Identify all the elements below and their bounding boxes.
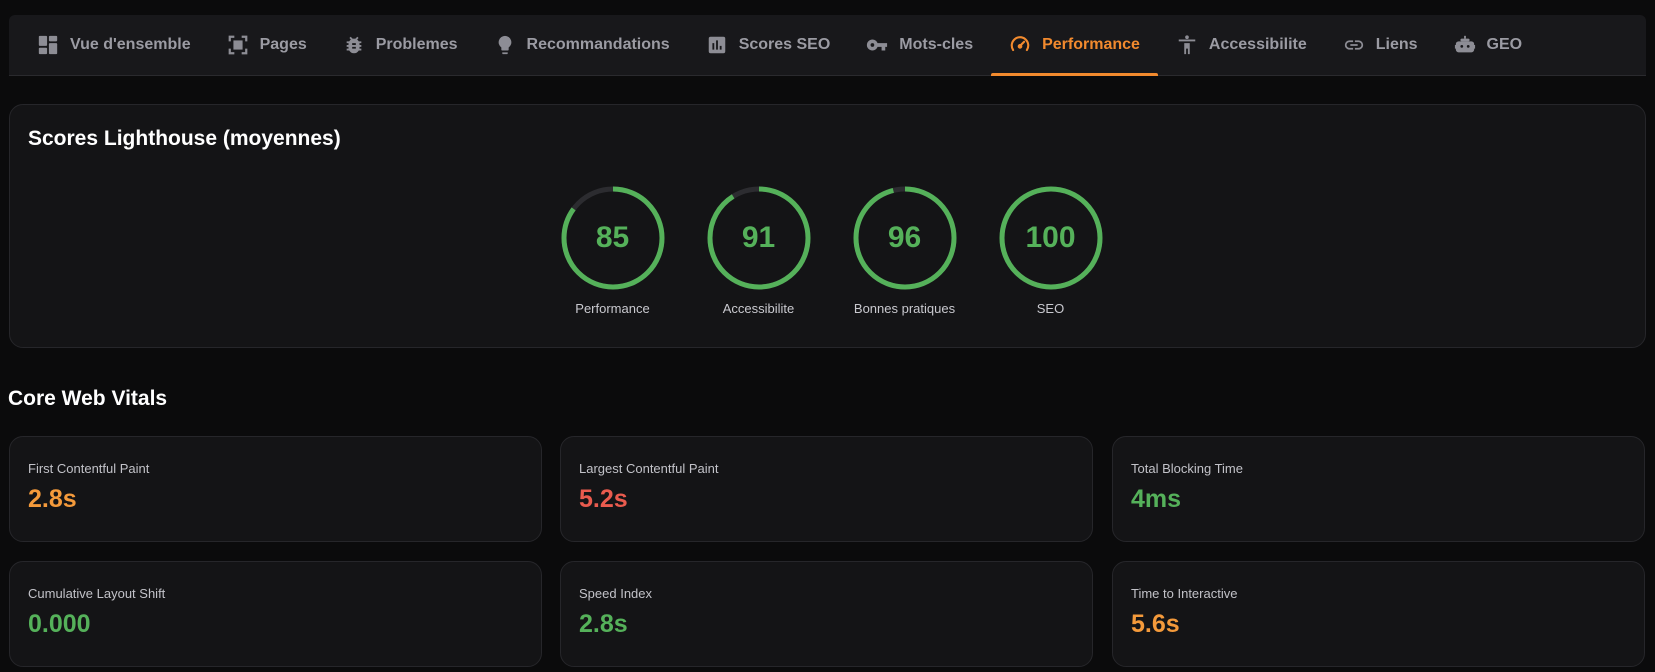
gauge-seo: 100 SEO [998, 185, 1104, 316]
metric-label: First Contentful Paint [28, 461, 150, 476]
tab-label: Recommandations [526, 36, 670, 53]
gauge-accessibilite: 91 Accessibilite [706, 185, 812, 316]
gauge-performance: 85 Performance [560, 185, 666, 316]
accessibility-icon [1176, 34, 1198, 56]
tab-label: Vue d'ensemble [70, 36, 191, 53]
core-web-vitals-title: Core Web Vitals [8, 387, 168, 410]
tab-label: Scores SEO [738, 36, 831, 53]
metric-value: 0.000 [28, 610, 91, 638]
robot-icon [1454, 34, 1476, 56]
score-value: 100 [1025, 221, 1076, 254]
score-ring: 91 [706, 185, 812, 291]
score-label: Performance [575, 301, 650, 316]
metric-value: 2.8s [579, 610, 628, 638]
score-value: 91 [741, 221, 776, 254]
tab-label: Problemes [375, 36, 458, 53]
tab-liens[interactable]: Liens [1325, 15, 1436, 75]
tab-accessibilite[interactable]: Accessibilite [1158, 15, 1325, 75]
metric-label: Largest Contentful Paint [579, 461, 719, 476]
score-ring: 85 [560, 185, 666, 291]
tab-scores-seo[interactable]: Scores SEO [688, 15, 849, 75]
tab-geo[interactable]: GEO [1436, 15, 1541, 75]
tab-performance[interactable]: Performance [991, 15, 1158, 76]
metric-card-fcp: First Contentful Paint 2.8s [9, 436, 542, 542]
score-value: 96 [887, 221, 922, 254]
tab-mots-cles[interactable]: Mots-cles [848, 15, 991, 75]
score-value: 85 [595, 221, 630, 254]
key-icon [866, 34, 888, 56]
tab-label: Liens [1375, 36, 1418, 53]
score-label: SEO [1036, 301, 1065, 316]
tab-label: Performance [1042, 36, 1140, 53]
metric-value: 5.6s [1131, 610, 1180, 638]
metric-label: Speed Index [579, 586, 653, 601]
tab-vue-d-ensemble[interactable]: Vue d'ensemble [19, 15, 209, 75]
score-label: Bonnes pratiques [853, 301, 956, 316]
tab-pages[interactable]: Pages [209, 15, 325, 75]
link-icon [1343, 34, 1365, 56]
tab-label: Accessibilite [1208, 36, 1307, 53]
metric-label: Time to Interactive [1131, 586, 1238, 601]
lightbulb-icon [494, 34, 516, 56]
lighthouse-scores-card: Scores Lighthouse (moyennes) 85 Performa… [9, 104, 1646, 348]
gauge-bonnes-pratiques: 96 Bonnes pratiques [852, 185, 958, 316]
score-label: Accessibilite [722, 301, 795, 316]
tab-problemes[interactable]: Problemes [325, 15, 476, 75]
lighthouse-title: Scores Lighthouse (moyennes) [28, 127, 341, 150]
bar-chart-icon [706, 34, 728, 56]
metric-card-tbt: Total Blocking Time 4ms [1112, 436, 1645, 542]
score-ring: 100 [998, 185, 1104, 291]
tab-bar: Vue d'ensemble Pages Problemes Recommand… [9, 15, 1646, 76]
metric-card-speed-index: Speed Index 2.8s [560, 561, 1093, 667]
metric-label: Cumulative Layout Shift [28, 586, 166, 601]
dashboard-icon [37, 34, 59, 56]
metric-value: 2.8s [28, 485, 77, 513]
pages-icon [227, 34, 249, 56]
score-ring: 96 [852, 185, 958, 291]
metric-label: Total Blocking Time [1131, 461, 1243, 476]
tab-label: Mots-cles [899, 36, 974, 53]
metric-card-cls: Cumulative Layout Shift 0.000 [9, 561, 542, 667]
score-gauges: 85 Performance 91 Accessibilite 96 [10, 185, 1645, 316]
bug-icon [343, 34, 365, 56]
metric-card-tti: Time to Interactive 5.6s [1112, 561, 1645, 667]
tab-label: Pages [259, 36, 307, 53]
metric-value: 4ms [1131, 485, 1182, 513]
tab-label: GEO [1486, 36, 1523, 53]
metric-card-lcp: Largest Contentful Paint 5.2s [560, 436, 1093, 542]
metric-value: 5.2s [579, 485, 628, 513]
speedometer-icon [1009, 34, 1031, 56]
tab-recommandations[interactable]: Recommandations [476, 15, 688, 75]
